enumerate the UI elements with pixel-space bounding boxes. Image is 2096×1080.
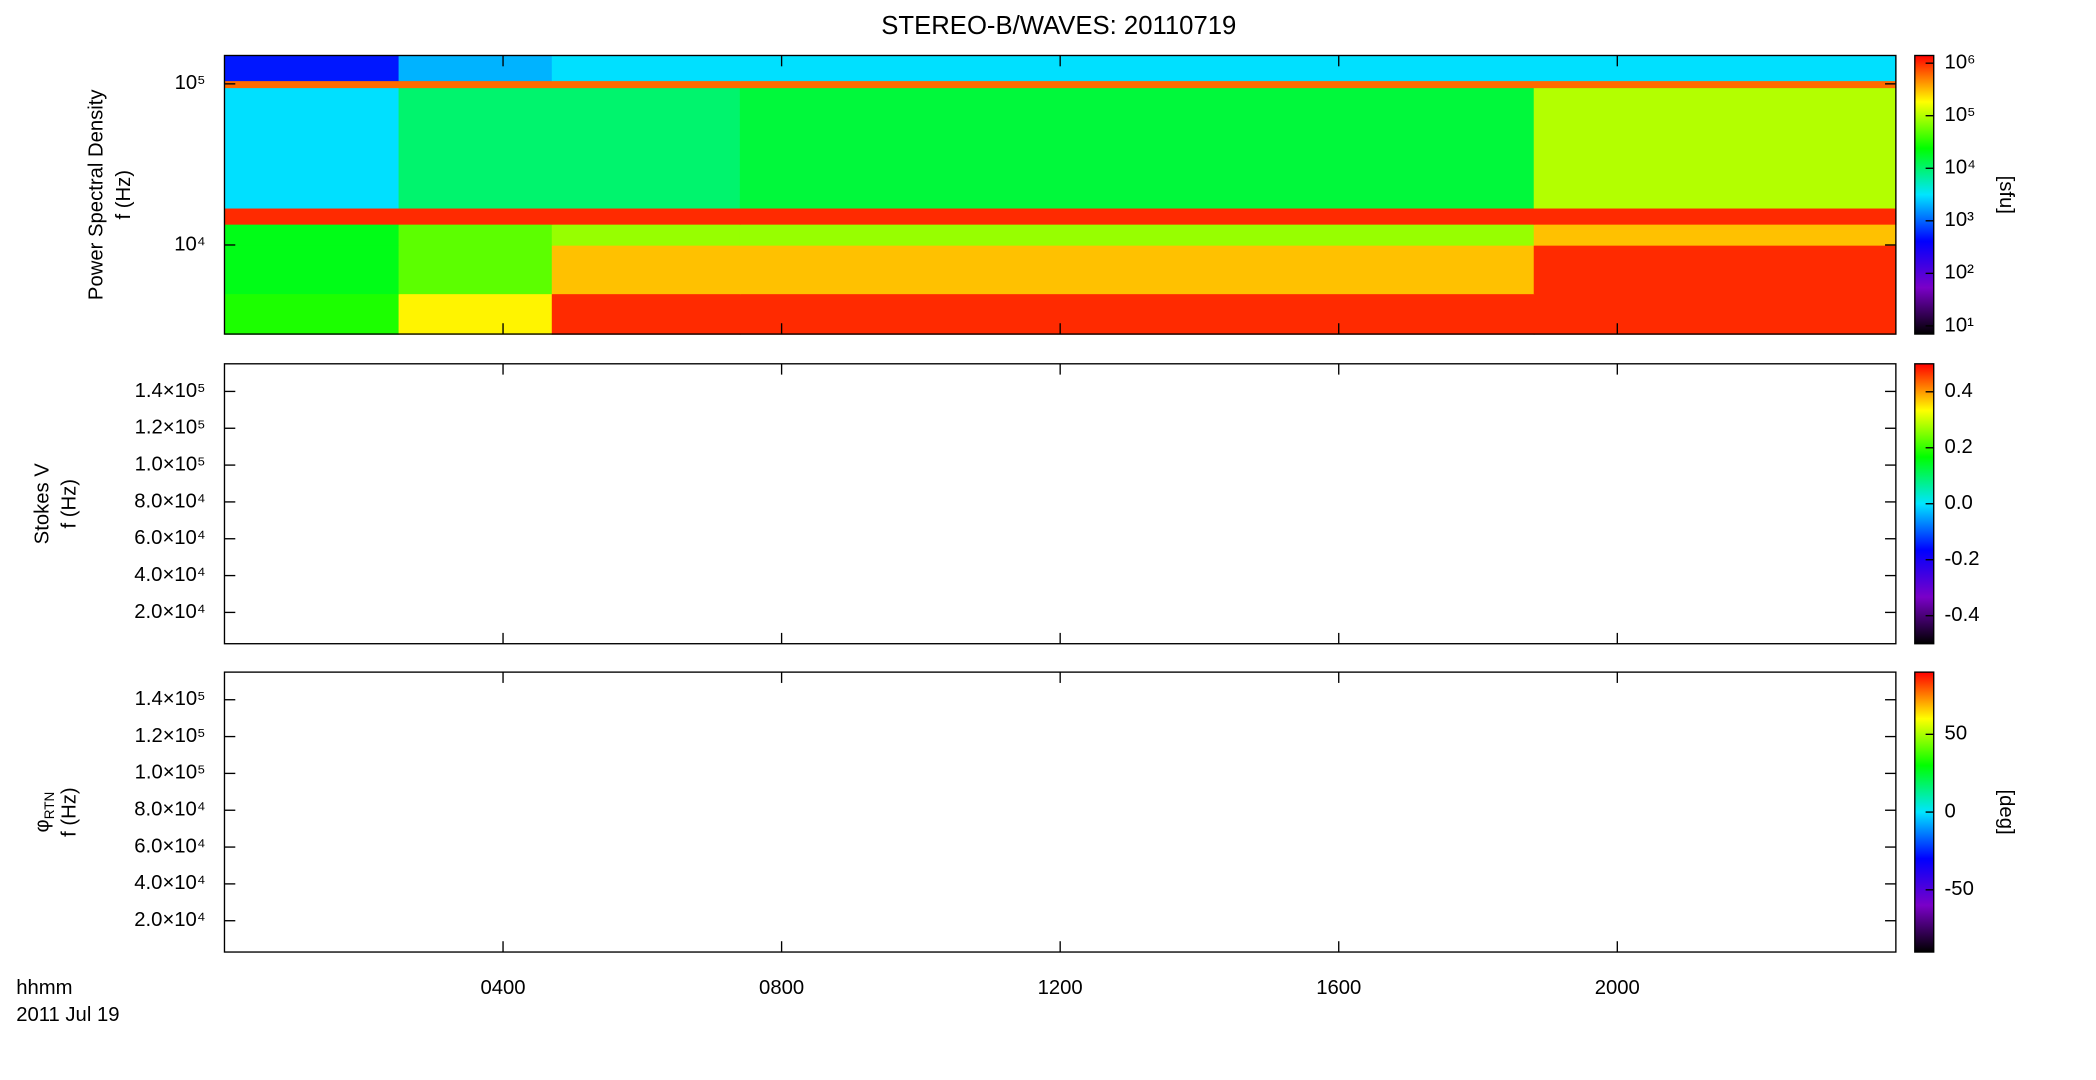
- heatmap-cell: [739, 293, 1535, 335]
- colorbar-tick-label: 0: [1945, 800, 1956, 822]
- y-tick-label: 10⁵: [175, 72, 206, 94]
- y-tick-label: 10⁴: [174, 233, 205, 255]
- colorbar-tick-label: 0.4: [1945, 380, 1973, 402]
- colorbar-tick-label: 10²: [1945, 262, 1975, 284]
- x-tick-label: 2000: [1595, 977, 1640, 999]
- heatmap-cell: [1533, 293, 1897, 335]
- date-label: 2011 Jul 19: [16, 1004, 119, 1026]
- heatmap-cell: [551, 293, 741, 335]
- y-tick-label: 2.0×10⁴: [134, 909, 205, 931]
- heatmap-cell: [224, 244, 400, 295]
- heatmap-cell: [551, 223, 741, 246]
- heatmap-cell: [1533, 80, 1897, 89]
- colorbar-tick-label: 10¹: [1945, 314, 1975, 336]
- y-tick-label: 1.4×10⁵: [135, 380, 206, 402]
- colorbar-tick-label: 0.0: [1945, 492, 1973, 514]
- y-tick-label: 1.4×10⁵: [135, 688, 206, 710]
- plot-frame: [223, 363, 1897, 645]
- y-axis-label-subscript: RTN: [42, 792, 57, 820]
- colorbar-tick-label: 10⁶: [1945, 52, 1976, 74]
- y-axis-label: Stokes V: [32, 463, 54, 545]
- y-tick-label: 1.2×10⁵: [135, 725, 206, 747]
- heatmap-cell: [739, 223, 1535, 246]
- y-tick-label: 6.0×10⁴: [134, 835, 205, 857]
- heatmap-cell: [551, 55, 741, 82]
- heatmap-cell: [398, 223, 553, 246]
- heatmap-cell: [1533, 87, 1897, 209]
- x-tick-label: 1600: [1316, 977, 1361, 999]
- y-tick-label: 4.0×10⁴: [134, 564, 205, 586]
- heatmap-cell: [551, 207, 741, 225]
- y-tick-label: 8.0×10⁴: [134, 490, 205, 512]
- y-axis-label: Power Spectral Density: [86, 89, 108, 300]
- colorbar-label: [sfu]: [1995, 176, 2017, 214]
- y-tick-label: 1.0×10⁵: [135, 762, 206, 784]
- y-tick-label: 6.0×10⁴: [134, 527, 205, 549]
- colorbar-label: [deg]: [1995, 790, 2017, 835]
- colorbar-tick-label: 10⁴: [1945, 157, 1976, 179]
- heatmap-cell: [398, 244, 553, 295]
- y-tick-label: 2.0×10⁴: [134, 601, 205, 623]
- y-axis-label: f (Hz): [59, 479, 81, 529]
- heatmap-cell: [398, 87, 553, 209]
- heatmap-cell: [1533, 244, 1897, 295]
- heatmap-cell: [398, 293, 553, 335]
- y-axis-label: f (Hz): [113, 170, 135, 220]
- heatmap-cell: [1533, 207, 1897, 225]
- heatmap-cell: [224, 207, 400, 225]
- y-axis-label: f (Hz): [59, 787, 81, 837]
- chart-title: STEREO-B/WAVES: 20110719: [881, 12, 1236, 40]
- y-tick-label: 4.0×10⁴: [134, 872, 205, 894]
- heatmap-cell: [551, 80, 741, 89]
- heatmap-cell: [739, 55, 1535, 82]
- heatmap-cell: [224, 223, 400, 246]
- heatmap-cell: [398, 207, 553, 225]
- colorbar-tick-label: 10⁵: [1945, 104, 1976, 126]
- colorbar-tick-label: -0.4: [1945, 604, 1980, 626]
- heatmap-cell: [224, 80, 400, 89]
- y-tick-label: 1.2×10⁵: [135, 417, 206, 439]
- heatmap-cell: [739, 87, 1535, 209]
- heatmap-cell: [398, 55, 553, 82]
- x-tick-label: 0400: [480, 977, 525, 999]
- x-tick-label: 1200: [1038, 977, 1083, 999]
- colorbar-tick-label: -0.2: [1945, 548, 1980, 570]
- y-axis-label: φRTN: [32, 792, 57, 833]
- colorbar-tick-label: 50: [1945, 723, 1968, 745]
- y-tick-label: 8.0×10⁴: [134, 799, 205, 821]
- x-tick-label: 0800: [759, 977, 804, 999]
- x-axis-label: hhmm: [16, 977, 72, 999]
- colorbar-tick-label: 10³: [1945, 209, 1975, 231]
- heatmap-cell: [551, 244, 741, 295]
- plot-frame: [223, 671, 1897, 953]
- heatmap-cell: [739, 207, 1535, 225]
- heatmap-cell: [1533, 223, 1897, 246]
- colorbar: [1914, 54, 1935, 335]
- heatmap-cell: [224, 87, 400, 209]
- y-tick-label: 1.0×10⁵: [135, 453, 206, 475]
- colorbar-tick-label: -50: [1945, 878, 1974, 900]
- heatmap-cell: [398, 80, 553, 89]
- heatmap-cell: [224, 293, 400, 335]
- heatmap-cell: [739, 80, 1535, 89]
- colorbar-tick-label: 0.2: [1945, 436, 1973, 458]
- heatmap-cell: [739, 244, 1535, 295]
- heatmap-cell: [551, 87, 741, 209]
- heatmap-cell: [1533, 55, 1897, 82]
- heatmap-cell: [224, 55, 400, 82]
